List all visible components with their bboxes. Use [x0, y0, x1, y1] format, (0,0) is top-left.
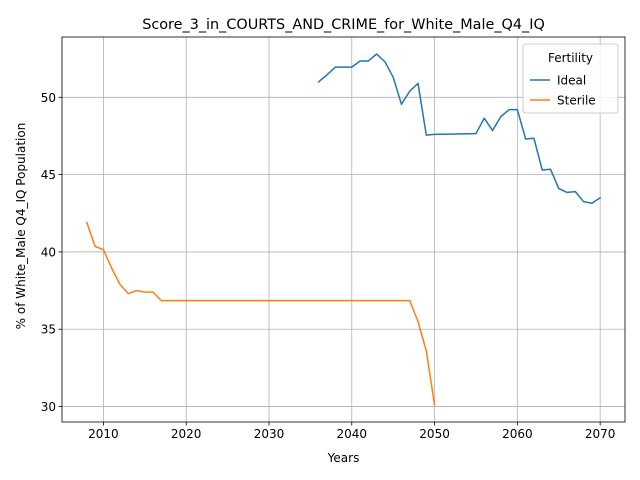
y-tick-label: 35 — [41, 323, 56, 337]
x-axis-label: Years — [327, 451, 360, 465]
y-tick-label: 50 — [41, 91, 56, 105]
chart-title: Score_3_in_COURTS_AND_CRIME_for_White_Ma… — [142, 17, 545, 33]
y-tick-label: 40 — [41, 245, 56, 259]
x-tick-label: 2040 — [337, 427, 368, 441]
legend-label-ideal: Ideal — [557, 74, 586, 88]
x-tick-label: 2030 — [254, 427, 285, 441]
y-axis-label: % of White_Male Q4_IQ Population — [14, 123, 28, 330]
x-tick-label: 2020 — [171, 427, 202, 441]
grid — [62, 37, 625, 422]
x-tick-label: 2010 — [88, 427, 119, 441]
y-axis: 30 35 40 45 50 — [41, 91, 62, 414]
series-line-ideal — [317, 53, 602, 204]
legend-title: Fertility — [548, 51, 593, 65]
legend-box — [522, 43, 619, 114]
x-tick-label: 2050 — [419, 427, 450, 441]
legend-label-sterile: Sterile — [557, 94, 596, 108]
legend: Fertility Ideal Sterile — [522, 43, 619, 114]
x-tick-label: 2070 — [585, 427, 616, 441]
x-axis: 2010 2020 2030 2040 2050 2060 2070 — [88, 422, 615, 441]
y-tick-label: 45 — [41, 168, 56, 182]
series-line-sterile — [85, 221, 436, 406]
x-tick-label: 2060 — [502, 427, 533, 441]
plot-frame — [61, 36, 626, 423]
y-tick-label: 30 — [41, 400, 56, 414]
series-lines — [85, 53, 602, 406]
